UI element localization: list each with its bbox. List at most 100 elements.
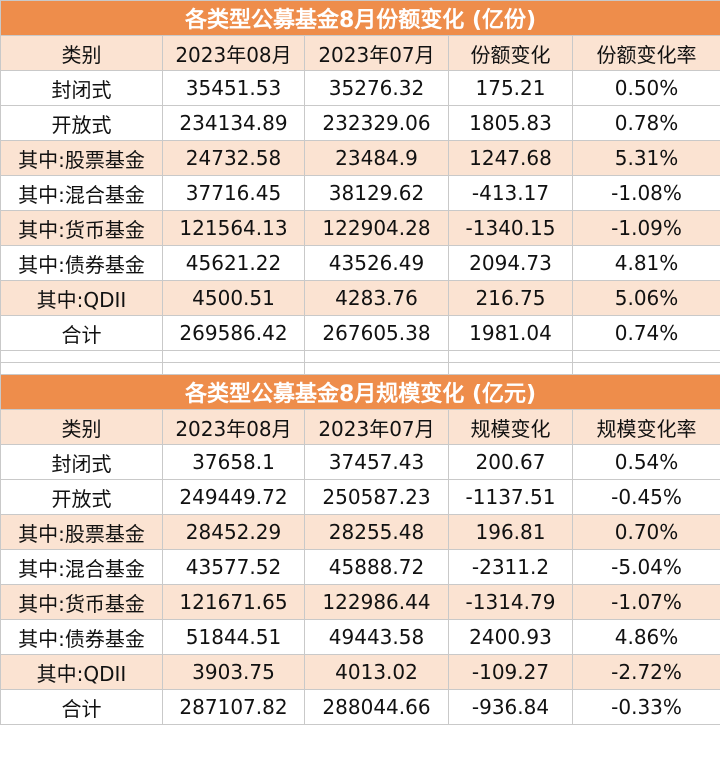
value-cell: 4283.76	[304, 280, 449, 316]
value-cell: 45621.22	[162, 245, 305, 281]
table-title-row: 各类型公募基金8月份额变化 (亿份)	[0, 0, 720, 36]
column-header: 份额变化	[448, 35, 573, 71]
value-cell: 288044.66	[304, 689, 449, 725]
table-row: 开放式 249449.72 250587.23 -1137.51 -0.45%	[0, 479, 720, 515]
value-cell: 196.81	[448, 514, 573, 550]
value-cell: 1805.83	[448, 105, 573, 141]
value-cell: -1.08%	[571, 175, 720, 211]
table-row: 其中:混合基金 43577.52 45888.72 -2311.2 -5.04%	[0, 549, 720, 585]
value-cell: 269586.42	[162, 315, 305, 351]
empty-cell	[0, 350, 163, 363]
empty-cell	[304, 362, 449, 375]
table-title-row: 各类型公募基金8月规模变化 (亿元)	[0, 374, 720, 410]
value-cell: 45888.72	[304, 549, 449, 585]
value-cell: 234134.89	[162, 105, 305, 141]
spacer-row	[0, 350, 720, 363]
table-row: 其中:QDII 4500.51 4283.76 216.75 5.06%	[0, 280, 720, 316]
column-header: 2023年07月	[304, 409, 449, 445]
value-cell: 3903.75	[162, 654, 305, 690]
value-cell: -1314.79	[448, 584, 573, 620]
empty-cell	[571, 362, 720, 375]
value-cell: -2311.2	[448, 549, 573, 585]
column-header: 2023年07月	[304, 35, 449, 71]
value-cell: 4500.51	[162, 280, 305, 316]
value-cell: 121671.65	[162, 584, 305, 620]
value-cell: -1137.51	[448, 479, 573, 515]
column-header: 规模变化率	[571, 409, 720, 445]
value-cell: 43577.52	[162, 549, 305, 585]
value-cell: 37658.1	[162, 444, 305, 480]
table-title: 各类型公募基金8月规模变化 (亿元)	[0, 374, 720, 410]
category-cell: 其中:货币基金	[0, 584, 163, 620]
value-cell: -1340.15	[448, 210, 573, 246]
column-header: 份额变化率	[571, 35, 720, 71]
value-cell: 249449.72	[162, 479, 305, 515]
value-cell: -2.72%	[571, 654, 720, 690]
value-cell: 0.78%	[571, 105, 720, 141]
category-cell: 其中:QDII	[0, 654, 163, 690]
value-cell: 5.06%	[571, 280, 720, 316]
table-row: 其中:QDII 3903.75 4013.02 -109.27 -2.72%	[0, 654, 720, 690]
value-cell: 216.75	[448, 280, 573, 316]
table-row: 其中:混合基金 37716.45 38129.62 -413.17 -1.08%	[0, 175, 720, 211]
value-cell: 250587.23	[304, 479, 449, 515]
value-cell: 122904.28	[304, 210, 449, 246]
value-cell: 0.70%	[571, 514, 720, 550]
table-row: 其中:股票基金 28452.29 28255.48 196.81 0.70%	[0, 514, 720, 550]
table-row: 开放式 234134.89 232329.06 1805.83 0.78%	[0, 105, 720, 141]
value-cell: 2094.73	[448, 245, 573, 281]
total-row: 合计 269586.42 267605.38 1981.04 0.74%	[0, 315, 720, 351]
column-header: 2023年08月	[162, 35, 305, 71]
column-header: 类别	[0, 35, 163, 71]
value-cell: 0.74%	[571, 315, 720, 351]
category-cell: 其中:股票基金	[0, 140, 163, 176]
empty-cell	[162, 362, 305, 375]
table-row: 其中:货币基金 121564.13 122904.28 -1340.15 -1.09%	[0, 210, 720, 246]
category-cell: 其中:债券基金	[0, 245, 163, 281]
value-cell: 5.31%	[571, 140, 720, 176]
category-cell: 其中:QDII	[0, 280, 163, 316]
value-cell: 232329.06	[304, 105, 449, 141]
empty-cell	[0, 362, 163, 375]
value-cell: -936.84	[448, 689, 573, 725]
category-cell: 开放式	[0, 479, 163, 515]
value-cell: -0.33%	[571, 689, 720, 725]
table-row: 其中:股票基金 24732.58 23484.9 1247.68 5.31%	[0, 140, 720, 176]
table-row: 其中:债券基金 45621.22 43526.49 2094.73 4.81%	[0, 245, 720, 281]
value-cell: -5.04%	[571, 549, 720, 585]
category-cell: 封闭式	[0, 70, 163, 106]
category-cell: 开放式	[0, 105, 163, 141]
table-row: 其中:货币基金 121671.65 122986.44 -1314.79 -1.07%	[0, 584, 720, 620]
table-row: 其中:债券基金 51844.51 49443.58 2400.93 4.86%	[0, 619, 720, 655]
table-title: 各类型公募基金8月份额变化 (亿份)	[0, 0, 720, 36]
table-row: 封闭式 35451.53 35276.32 175.21 0.50%	[0, 70, 720, 106]
value-cell: 1981.04	[448, 315, 573, 351]
value-cell: 2400.93	[448, 619, 573, 655]
category-cell: 封闭式	[0, 444, 163, 480]
value-cell: -1.09%	[571, 210, 720, 246]
value-cell: 175.21	[448, 70, 573, 106]
value-cell: 4.86%	[571, 619, 720, 655]
table-row: 封闭式 37658.1 37457.43 200.67 0.54%	[0, 444, 720, 480]
header-row: 类别 2023年08月 2023年07月 规模变化 规模变化率	[0, 409, 720, 445]
category-cell: 其中:混合基金	[0, 175, 163, 211]
empty-cell	[571, 350, 720, 363]
value-cell: 35451.53	[162, 70, 305, 106]
value-cell: 267605.38	[304, 315, 449, 351]
empty-cell	[162, 350, 305, 363]
category-cell: 合计	[0, 315, 163, 351]
value-cell: 28452.29	[162, 514, 305, 550]
value-cell: 38129.62	[304, 175, 449, 211]
empty-cell	[448, 350, 573, 363]
value-cell: 43526.49	[304, 245, 449, 281]
column-header: 2023年08月	[162, 409, 305, 445]
header-row: 类别 2023年08月 2023年07月 份额变化 份额变化率	[0, 35, 720, 71]
value-cell: 287107.82	[162, 689, 305, 725]
value-cell: 35276.32	[304, 70, 449, 106]
spacer-row	[0, 362, 720, 375]
value-cell: 121564.13	[162, 210, 305, 246]
category-cell: 其中:股票基金	[0, 514, 163, 550]
column-header: 规模变化	[448, 409, 573, 445]
value-cell: -413.17	[448, 175, 573, 211]
value-cell: 0.50%	[571, 70, 720, 106]
